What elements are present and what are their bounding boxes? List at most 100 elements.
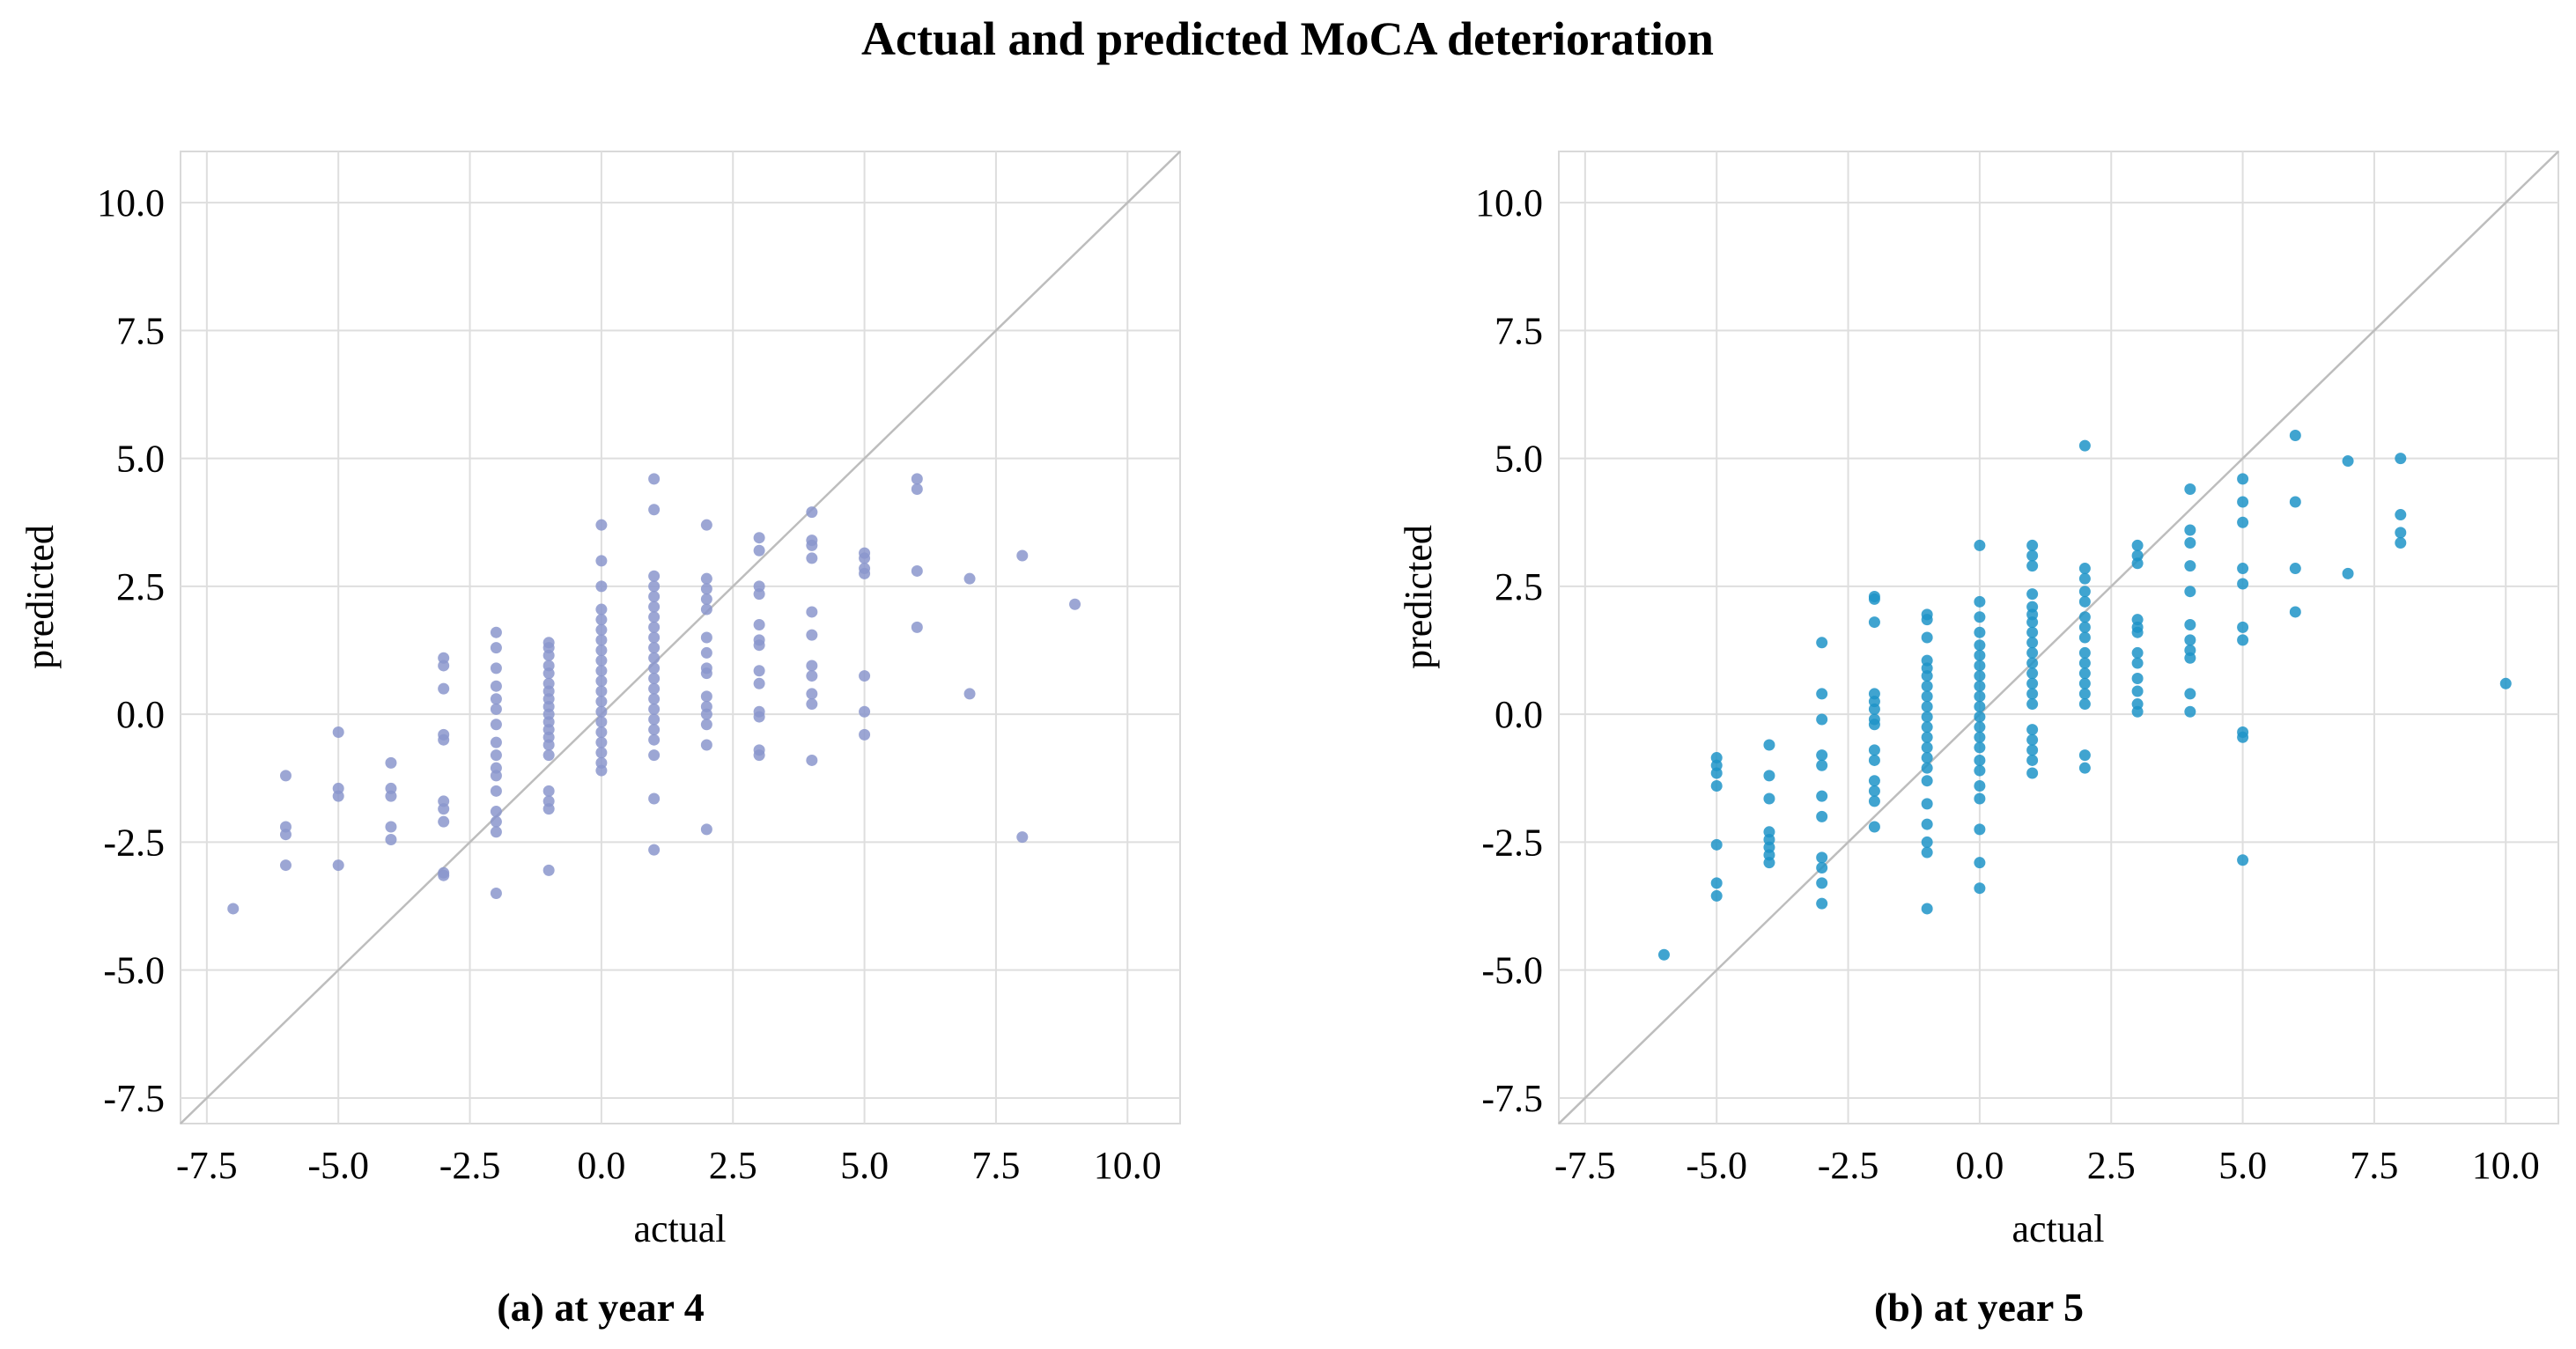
data-point (859, 567, 871, 579)
data-point (1816, 790, 1828, 802)
data-point (2078, 595, 2091, 608)
data-point (1763, 739, 1775, 751)
data-point (1974, 660, 1986, 672)
data-point (1921, 775, 1933, 787)
data-point (385, 834, 397, 846)
data-point (490, 693, 502, 705)
data-point (1816, 688, 1828, 700)
data-point (279, 770, 292, 782)
data-point (2078, 762, 2091, 774)
data-point (1016, 549, 1029, 562)
data-point (700, 667, 712, 680)
data-point (543, 864, 555, 876)
y-tick-label: -2.5 (1481, 821, 1543, 864)
data-point (1921, 846, 1933, 859)
data-point (2026, 626, 2039, 638)
x-tick-label: 2.5 (709, 1144, 757, 1187)
data-point (2131, 685, 2144, 697)
grid (181, 151, 1180, 1124)
data-point (753, 588, 765, 601)
data-point (1921, 631, 1933, 644)
data-point (700, 583, 712, 595)
data-point (2237, 731, 2249, 743)
data-point (1974, 721, 1986, 733)
data-point (1974, 639, 1986, 652)
data-point (700, 519, 712, 531)
data-point (490, 888, 502, 900)
data-point (648, 693, 661, 705)
data-point (2078, 563, 2091, 575)
y-tick-label: 0.0 (1495, 693, 1543, 736)
data-point (2395, 509, 2407, 521)
data-point (595, 764, 608, 777)
data-point (438, 803, 450, 815)
data-point (806, 606, 818, 618)
y-tick-label: 5.0 (116, 438, 165, 481)
data-point (2078, 572, 2091, 585)
data-point (806, 506, 818, 519)
data-point (648, 844, 661, 856)
data-point (595, 665, 608, 677)
data-point (2289, 429, 2301, 441)
data-point (1974, 595, 1986, 608)
data-point (806, 698, 818, 711)
data-point (1816, 749, 1828, 762)
data-point (595, 580, 608, 593)
data-point (753, 677, 765, 689)
data-point (2078, 677, 2091, 689)
data-point (2184, 618, 2196, 630)
data-point (2237, 473, 2249, 485)
data-point (2184, 483, 2196, 495)
data-point (648, 733, 661, 746)
data-point (753, 532, 765, 544)
data-point (2078, 586, 2091, 598)
data-point (1868, 744, 1880, 756)
figure-title: Actual and predicted MoCA deterioration (861, 12, 1714, 65)
data-point (963, 572, 976, 585)
data-point (700, 572, 712, 585)
data-point (595, 654, 608, 667)
data-point (1921, 700, 1933, 712)
data-point (595, 614, 608, 626)
identity-line (180, 151, 1181, 1124)
data-point (1816, 877, 1828, 889)
data-point (2184, 524, 2196, 536)
data-point (806, 629, 818, 641)
data-point (1816, 759, 1828, 771)
data-point (911, 483, 923, 495)
data-point (2342, 455, 2354, 468)
data-point (2131, 626, 2144, 638)
data-point (700, 631, 712, 644)
data-point (595, 685, 608, 697)
data-point (2078, 749, 2091, 762)
y-tick-label: 0.0 (116, 693, 165, 736)
data-point (490, 785, 502, 797)
data-point (2026, 744, 2039, 756)
data-point (1868, 719, 1880, 731)
data-point (1816, 861, 1828, 874)
y-tick-label: -7.5 (1481, 1077, 1543, 1120)
data-point (2026, 616, 2039, 629)
data-point (1974, 823, 1986, 836)
data-point (2026, 539, 2039, 551)
data-point (1868, 703, 1880, 715)
x-tick-label: 10.0 (2472, 1144, 2540, 1187)
panel-a-year-4: -7.5 -5.0 -2.5 0.0 2.5 5.0 7.5 10.0 -7.5 -5.0 -2.… (18, 151, 1181, 1330)
data-point (648, 621, 661, 633)
data-point (648, 672, 661, 684)
data-point (490, 680, 502, 692)
data-point (1921, 690, 1933, 703)
data-point (2026, 637, 2039, 649)
x-tick-label: 7.5 (2350, 1144, 2398, 1187)
data-point (490, 662, 502, 674)
data-point (595, 747, 608, 759)
data-point (1974, 780, 1986, 792)
data-point (806, 754, 818, 766)
data-point (1974, 764, 1986, 777)
x-tick-label: 0.0 (1955, 1144, 2004, 1187)
data-point (438, 660, 450, 672)
data-point (700, 719, 712, 731)
data-point (648, 682, 661, 695)
data-point (648, 713, 661, 726)
data-point (438, 869, 450, 881)
